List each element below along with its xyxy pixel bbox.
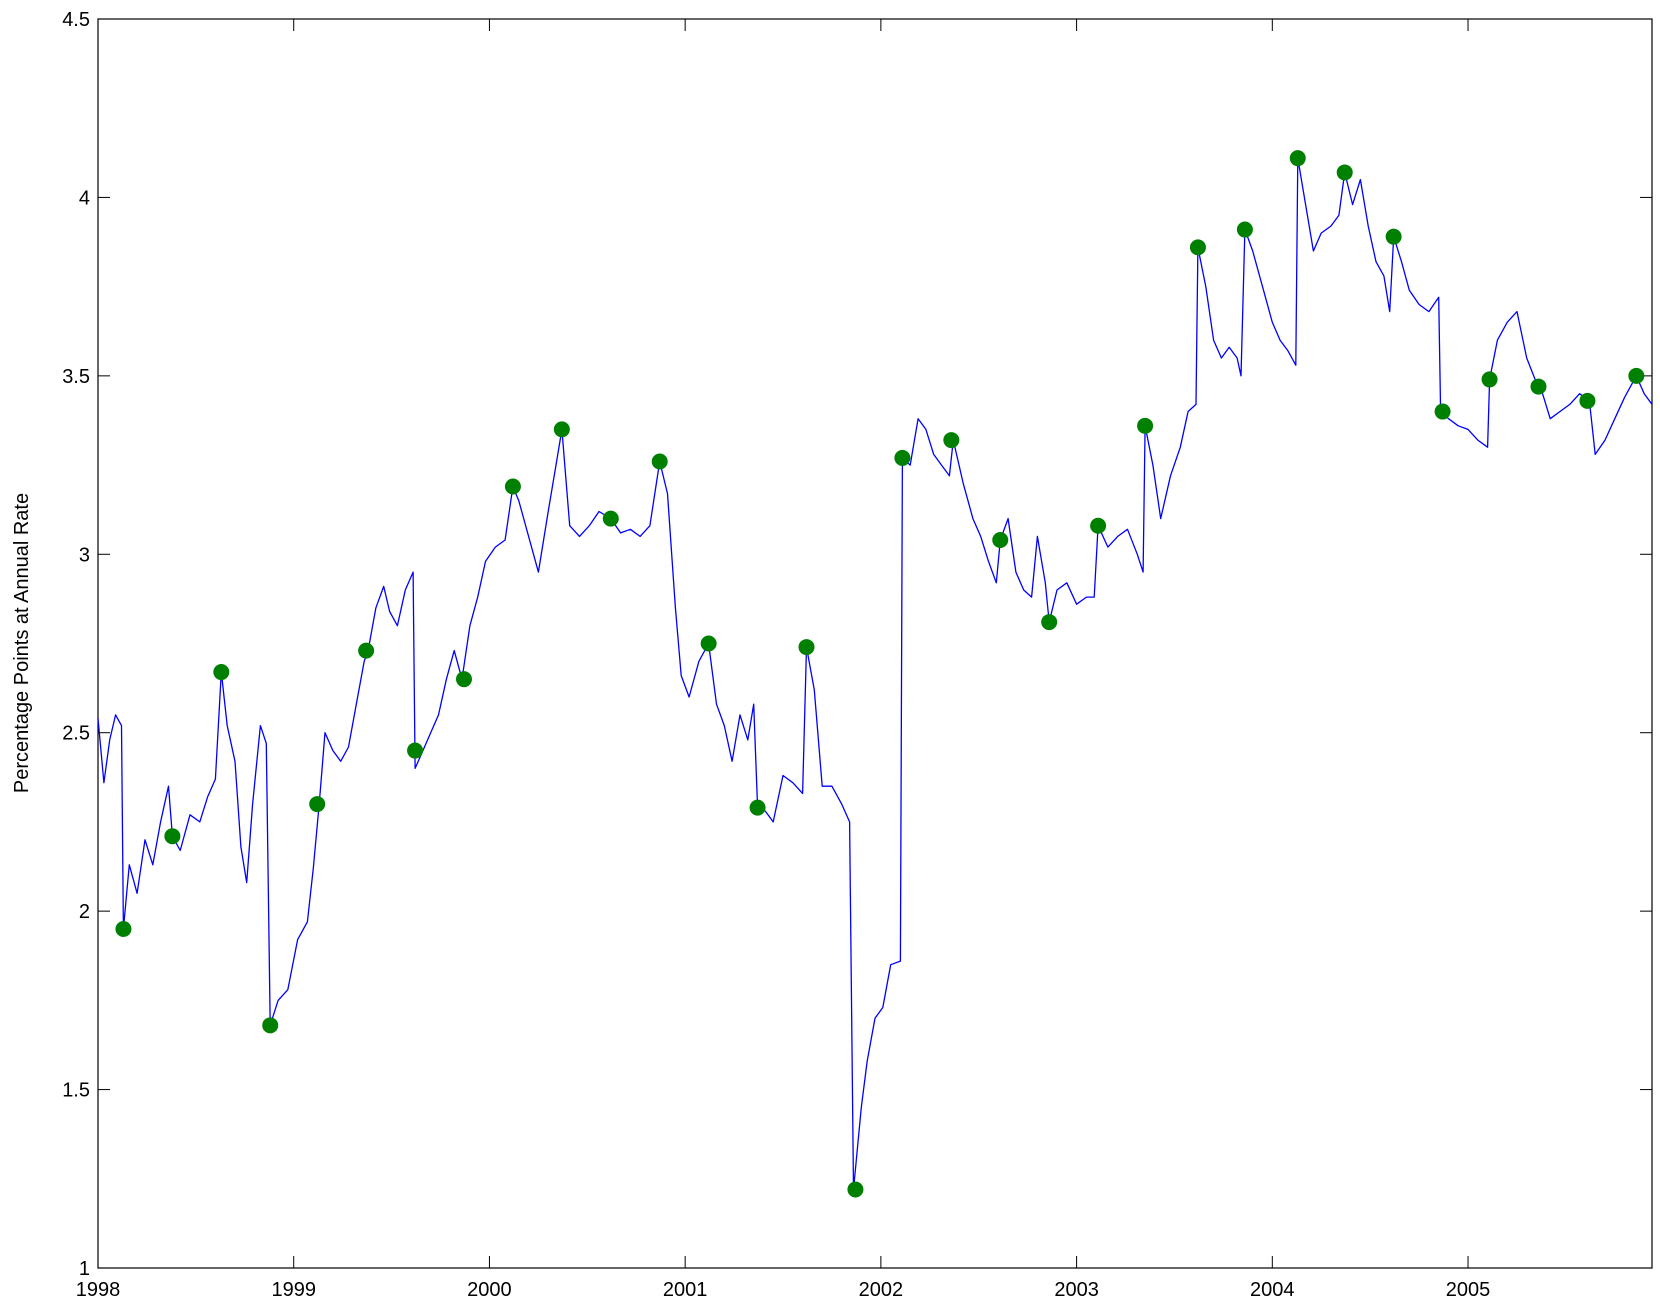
data-point-marker [1236,221,1253,238]
y-tick-label: 2 [79,901,90,923]
x-tick-label: 1999 [271,1279,316,1301]
data-point-marker [309,796,326,813]
y-tick-label: 4 [79,187,90,209]
data-point-marker [407,742,424,759]
x-tick-label: 2002 [859,1279,904,1301]
y-tick-label: 3.5 [62,366,90,388]
x-tick-label: 1998 [76,1279,121,1301]
data-point-marker [1041,614,1058,631]
data-point-marker [455,671,472,688]
tick-labels: 1998 1999 2000 2001 2002 2003 2004 2005 1 1.5 2 2.5… [62,9,1490,1301]
data-point-marker [651,453,668,470]
data-point-marker [1434,403,1451,420]
data-point-marker [847,1181,864,1198]
plot-area [97,18,1653,1269]
data-point-marker [798,639,815,656]
axis-ticks [97,18,1652,1269]
data-point-marker [602,510,619,527]
data-point-marker [213,664,230,681]
data-point-marker [504,478,521,495]
data-point-marker [992,532,1009,549]
y-tick-label: 1 [79,1258,90,1280]
data-point-marker [1336,164,1353,181]
y-tick-label: 4.5 [62,9,90,31]
data-point-marker [1579,392,1596,409]
x-tick-label: 2005 [1446,1279,1491,1301]
y-axis-title: Percentage Points at Annual Rate [11,493,33,793]
data-point-marker [700,635,717,652]
x-tick-label: 2003 [1054,1279,1099,1301]
y-tick-label: 2.5 [62,723,90,745]
data-point-marker [553,421,570,438]
data-point-marker [1530,378,1547,395]
series-line-group [97,157,1653,1191]
data-point-marker [1090,517,1107,534]
data-point-marker [262,1017,279,1034]
series-markers-group [115,150,1645,1198]
x-tick-label: 2004 [1250,1279,1295,1301]
data-point-marker [749,799,766,816]
data-point-marker [358,642,375,659]
x-tick-label: 2000 [467,1279,512,1301]
series-line [97,157,1653,1191]
data-point-marker [1385,228,1402,245]
data-point-marker [115,920,132,937]
data-point-marker [1189,239,1206,256]
y-tick-label: 3 [79,544,90,566]
data-point-marker [894,449,911,466]
y-tick-label: 1.5 [62,1080,90,1102]
data-point-marker [943,432,960,449]
data-point-marker [1137,417,1154,434]
data-point-marker [164,828,181,845]
data-point-marker [1628,367,1645,384]
data-point-marker [1289,150,1306,167]
x-tick-label: 2001 [663,1279,708,1301]
data-point-marker [1481,371,1498,388]
